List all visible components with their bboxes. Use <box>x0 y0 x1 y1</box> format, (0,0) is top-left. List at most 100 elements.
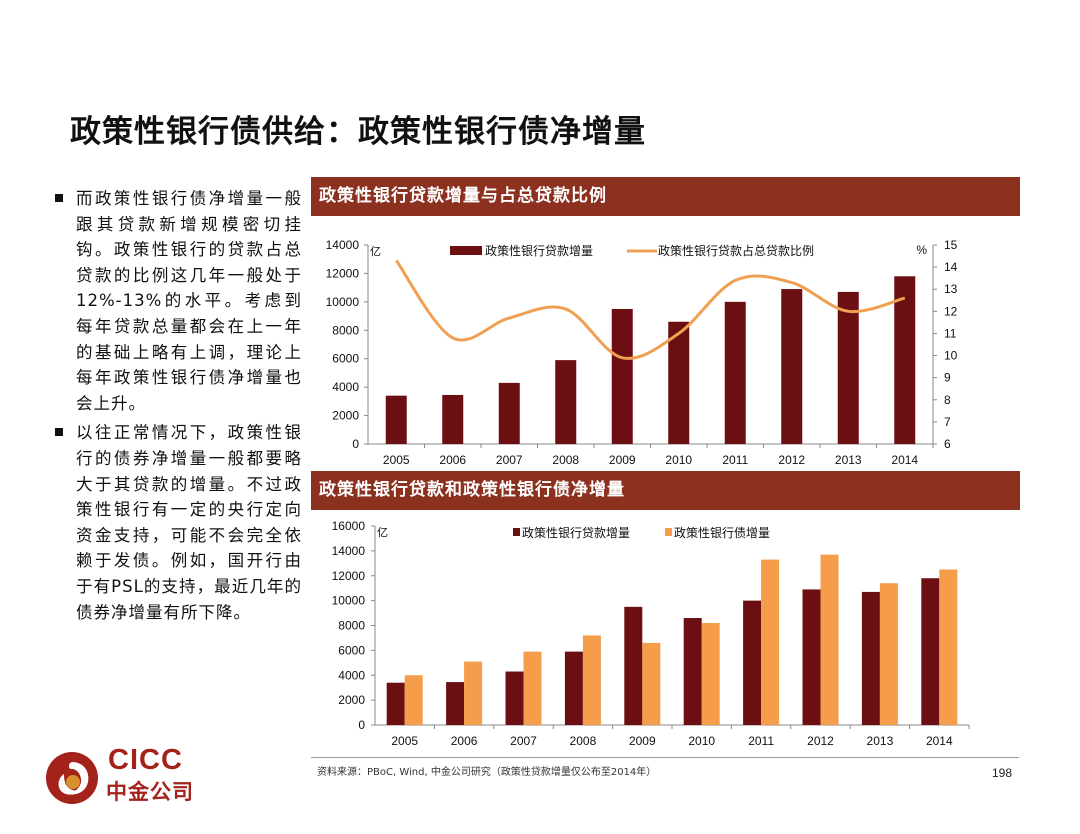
x-tick-label: 2005 <box>391 734 418 748</box>
y-tick-label: 0 <box>352 437 359 451</box>
y-tick-label: 16000 <box>332 519 366 533</box>
x-tick-label: 2006 <box>451 734 478 748</box>
bar-bond <box>404 675 423 725</box>
y-tick-label: 6000 <box>332 352 359 366</box>
x-tick-label: 2014 <box>891 453 918 467</box>
legend-label: 政策性银行贷款增量 <box>485 244 593 258</box>
bullet-item: 而政策性银行债净增量一般跟其贷款新增规模密切挂钩。政策性银行的贷款占总贷款的比例… <box>54 186 302 416</box>
y2-tick-label: 6 <box>944 437 951 451</box>
bar-bond <box>820 554 839 725</box>
x-tick-label: 2011 <box>722 453 748 467</box>
y-tick-label: 8000 <box>338 619 365 633</box>
bar <box>611 308 633 444</box>
bar-loan <box>802 589 821 725</box>
logo-text-cn: 中金公司 <box>106 780 194 804</box>
bar <box>781 289 803 444</box>
bullet-square-icon <box>55 194 63 202</box>
x-tick-label: 2012 <box>778 453 805 467</box>
x-tick-label: 2008 <box>570 734 597 748</box>
bar-loan <box>386 682 405 725</box>
chart1-title-bar: 政策性银行贷款增量与占总贷款比例 <box>311 177 1020 216</box>
bar <box>498 382 520 444</box>
x-tick-label: 2010 <box>665 453 692 467</box>
legend-swatch-loan <box>513 528 520 536</box>
bar <box>724 301 746 444</box>
y-tick-label: 10000 <box>332 594 366 608</box>
bullet-square-icon <box>55 428 63 437</box>
footer-divider <box>311 757 1019 758</box>
bar-bond <box>879 583 898 725</box>
legend-label: 政策性银行贷款增量 <box>522 526 630 540</box>
x-tick-label: 2006 <box>439 453 466 467</box>
bar <box>668 321 690 444</box>
y-axis-unit: 亿 <box>377 526 388 539</box>
x-tick-label: 2014 <box>926 734 953 748</box>
bar <box>894 276 916 444</box>
bar-bond <box>939 569 958 725</box>
bar-loan <box>446 682 465 725</box>
x-tick-label: 2007 <box>510 734 537 748</box>
y2-tick-label: 7 <box>944 415 951 429</box>
y2-axis-unit: % <box>916 243 927 257</box>
bar-bond <box>464 661 483 725</box>
x-tick-label: 2005 <box>383 453 410 467</box>
bar-loan <box>564 651 583 725</box>
bar-loan <box>683 618 702 725</box>
page-number: 198 <box>992 766 1013 780</box>
x-tick-label: 2011 <box>748 734 774 748</box>
x-tick-label: 2007 <box>496 453 523 467</box>
y2-tick-label: 14 <box>944 260 958 274</box>
bar-bond <box>701 623 720 725</box>
legend-label: 政策性银行贷款占总贷款比例 <box>658 243 814 258</box>
y2-tick-label: 11 <box>944 326 957 340</box>
y-tick-label: 2000 <box>338 693 365 707</box>
x-tick-label: 2012 <box>807 734 834 748</box>
y2-tick-label: 12 <box>944 304 958 318</box>
y-tick-label: 8000 <box>332 323 359 337</box>
bar-bond <box>761 559 780 725</box>
bar-bond <box>642 642 661 725</box>
y-tick-label: 12000 <box>326 266 360 280</box>
y-tick-label: 14000 <box>332 544 366 558</box>
x-tick-label: 2013 <box>835 453 862 467</box>
legend-label: 政策性银行债增量 <box>674 526 770 540</box>
bar <box>837 291 859 444</box>
y2-tick-label: 9 <box>944 371 951 385</box>
cicc-emblem-icon <box>46 752 98 804</box>
bar <box>555 360 577 444</box>
y-tick-label: 12000 <box>332 569 366 583</box>
y2-tick-label: 13 <box>944 282 958 296</box>
y2-tick-label: 15 <box>944 238 958 252</box>
bar-loan <box>624 606 643 725</box>
chart2-loan-vs-bond-increment: 0 2000 4000 6000 8000 10000 12000 14000 16000 亿 20… <box>332 519 970 748</box>
bullet-item: 以往正常情况下，政策性银行的债券净增量一般都要略大于其贷款的增量。不过政策性银行… <box>54 420 302 625</box>
bar-bond <box>523 651 542 725</box>
x-tick-label: 2013 <box>867 734 894 748</box>
page-title: 政策性银行债供给：政策性银行债净增量 <box>70 114 646 150</box>
chart2-title-bar: 政策性银行贷款和政策性银行债净增量 <box>311 471 1020 510</box>
source-note: 资料来源：PBoC, Wind, 中金公司研究（政策性贷款增量仅公布至2014年… <box>317 767 657 778</box>
bullet-text: 以往正常情况下，政策性银行的债券净增量一般都要略大于其贷款的增量。不过政策性银行… <box>76 423 302 622</box>
y-axis-unit: 亿 <box>370 245 381 258</box>
x-tick-label: 2009 <box>609 453 636 467</box>
chart1-loan-increment-ratio: 0 2000 4000 6000 8000 10000 12000 14000 6 7 8 9 10 11… <box>326 238 958 467</box>
x-tick-label: 2010 <box>688 734 715 748</box>
y2-tick-label: 8 <box>944 393 951 407</box>
x-tick-label: 2009 <box>629 734 656 748</box>
bar <box>385 395 407 444</box>
ratio-line <box>395 259 906 360</box>
y-tick-label: 14000 <box>326 238 360 252</box>
bar <box>442 394 464 444</box>
y2-tick-label: 10 <box>944 349 958 363</box>
legend-swatch-bond <box>665 528 672 536</box>
bullet-list: 而政策性银行债净增量一般跟其贷款新增规模密切挂钩。政策性银行的贷款占总贷款的比例… <box>54 186 302 629</box>
y-tick-label: 4000 <box>332 380 359 394</box>
y-tick-label: 4000 <box>338 668 365 682</box>
logo-text-en: CICC <box>108 744 183 776</box>
y-tick-label: 6000 <box>338 643 365 657</box>
bar-loan <box>861 591 880 725</box>
bar-loan <box>743 600 762 725</box>
x-tick-label: 2008 <box>552 453 579 467</box>
bar-loan <box>921 578 940 725</box>
y-tick-label: 0 <box>358 718 365 732</box>
